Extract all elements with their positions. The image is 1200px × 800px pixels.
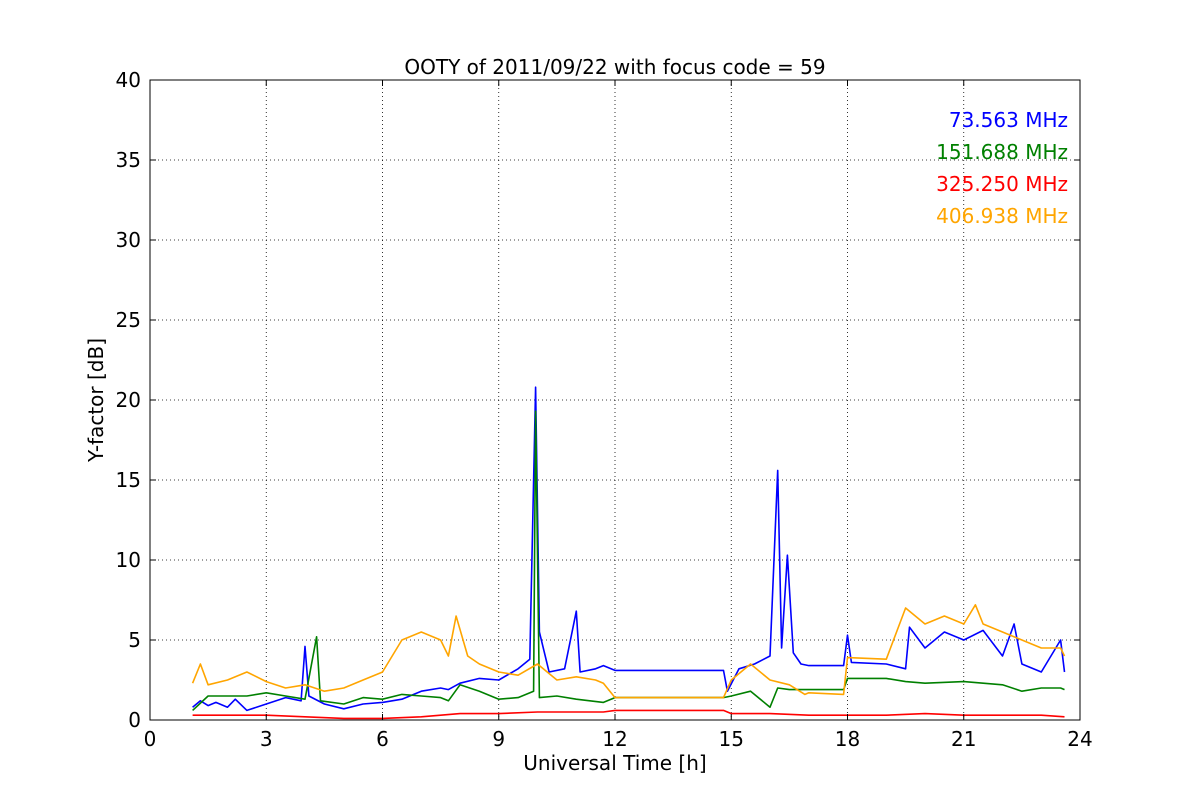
legend-entry: 151.688 MHz	[936, 140, 1068, 164]
x-tick-label: 12	[602, 727, 627, 751]
x-tick-label: 21	[951, 727, 976, 751]
x-tick-label: 9	[492, 727, 505, 751]
series-line	[192, 386, 1066, 712]
legend-entry: 325.250 MHz	[936, 172, 1068, 196]
legend: 73.563 MHz 151.688 MHz 325.250 MHz 406.938 …	[936, 108, 1068, 228]
y-tick-label: 40	[116, 68, 141, 92]
x-axis-label: Universal Time [h]	[523, 751, 706, 775]
x-tick-label: 15	[719, 727, 744, 751]
axis-ticks: 0 3 6 9 12 15 18 21 24 0 5 10 15 20 25 30 35 40	[116, 68, 1093, 751]
x-tick-label: 6	[376, 727, 389, 751]
series-line	[191, 604, 1066, 699]
series-line	[192, 709, 1065, 720]
legend-entry: 73.563 MHz	[949, 108, 1068, 132]
x-tick-label: 0	[144, 727, 157, 751]
grid	[150, 80, 1080, 720]
y-tick-label: 15	[116, 468, 141, 492]
legend-entry: 406.938 MHz	[936, 204, 1068, 228]
y-tick-label: 10	[116, 548, 141, 572]
y-tick-label: 0	[128, 708, 141, 732]
y-axis-label: Y-factor [dB]	[84, 338, 108, 463]
y-tick-label: 30	[116, 228, 141, 252]
y-tick-label: 5	[128, 628, 141, 652]
series-lines	[191, 386, 1066, 720]
y-tick-label: 35	[116, 148, 141, 172]
series-line	[192, 410, 1065, 711]
chart-title: OOTY of 2011/09/22 with focus code = 59	[404, 55, 825, 79]
y-tick-label: 20	[116, 388, 141, 412]
x-tick-label: 3	[260, 727, 273, 751]
y-tick-label: 25	[116, 308, 141, 332]
x-tick-label: 18	[835, 727, 860, 751]
x-tick-label: 24	[1067, 727, 1092, 751]
